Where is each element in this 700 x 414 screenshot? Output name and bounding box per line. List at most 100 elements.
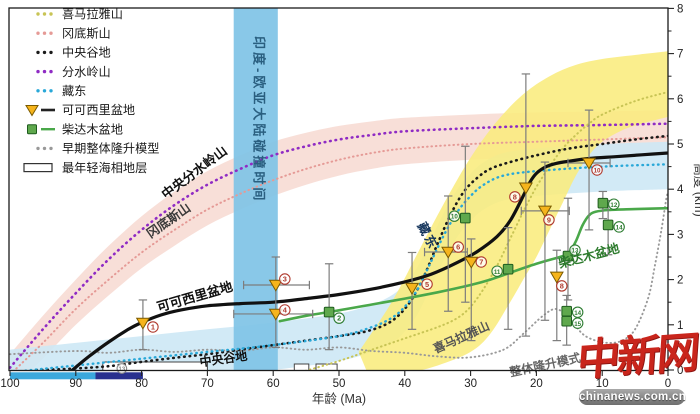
svg-text:3: 3	[283, 275, 287, 284]
dotted-line-swatch	[36, 146, 40, 151]
y-tick-label: 8	[677, 3, 683, 15]
x-tick-label: 30	[464, 378, 477, 390]
legend-item-label: 藏东	[62, 84, 86, 98]
y-tick-label: 3	[677, 229, 683, 241]
x-tick-label: 20	[530, 378, 543, 390]
legend-item-label: 早期整体隆升模型	[62, 141, 160, 156]
qaidam-square-marker	[561, 315, 573, 327]
himalaya-band	[358, 51, 668, 371]
dotted-line-swatch	[36, 50, 40, 55]
hoh-xil-triangle-marker	[537, 205, 553, 218]
svg-text:14: 14	[616, 225, 623, 232]
legend-item-label: 最年轻海相地层	[62, 160, 147, 175]
legend-item-early-uplift-model: 早期整体隆升模型	[36, 141, 160, 156]
hoh-xil-triangle-marker	[518, 182, 533, 195]
qaidam-square-marker	[323, 306, 335, 318]
svg-text:5: 5	[425, 280, 429, 289]
qaidam-line	[278, 206, 668, 323]
chinanews-logo: 中新网	[575, 328, 699, 386]
hoh-xil-triangle-marker	[441, 246, 456, 259]
legend-item-marine-strata: 最年轻海相地层	[23, 160, 147, 175]
legend-item-label: 喜马拉雅山	[62, 6, 123, 21]
qaidam-curve-label: 柴达木盆地	[556, 240, 622, 271]
x-tick-label: 60	[267, 378, 280, 390]
ref-number-badge: 13	[569, 244, 581, 256]
svg-text:4: 4	[283, 306, 288, 315]
x-tick-label: 90	[69, 378, 82, 390]
ref-number-badge: 11	[491, 265, 503, 277]
y-tick-label: 1	[677, 320, 683, 332]
x-tick-label: 50	[333, 378, 346, 390]
ref-number-badge: 10	[591, 164, 603, 176]
legend-item-qaidam: 柴达木盆地	[27, 122, 123, 136]
legend-item-label: 冈底斯山	[62, 25, 111, 40]
ref-number-badge: 9	[543, 214, 555, 226]
ref-number-badge: 14	[613, 221, 625, 233]
svg-text:9: 9	[547, 215, 551, 224]
marine-strata-box	[293, 363, 310, 371]
ref-number-badge: 7	[475, 256, 488, 268]
dotted-line-swatch	[42, 146, 47, 151]
svg-text:10: 10	[594, 168, 601, 175]
dotted-line-swatch	[42, 89, 47, 93]
central-valley-line	[35, 134, 668, 371]
hoh-xil-triangle-marker	[549, 271, 564, 284]
triangle-marker-icon	[25, 105, 39, 117]
qaidam-square-marker	[502, 263, 514, 275]
qaidam-square-marker	[460, 212, 471, 224]
dotted-line-swatch	[49, 31, 53, 35]
svg-text:1: 1	[151, 323, 155, 332]
hoh-xil-triangle-marker	[464, 256, 479, 269]
ref-number-badge: 12	[608, 198, 620, 210]
dotted-line-swatch	[49, 89, 53, 93]
ref-number-badge: 10	[448, 210, 461, 222]
ref-number-badge: 5	[421, 278, 433, 290]
legend-item-label: 分水岭山	[62, 65, 111, 79]
ref-number-badge: 8	[509, 191, 521, 203]
svg-text:6: 6	[456, 243, 460, 252]
y-tick-label: 5	[677, 139, 683, 151]
hoh-xil-triangle-marker	[268, 279, 283, 292]
gangdese-line	[12, 136, 668, 371]
y-tick-label: 6	[677, 94, 683, 106]
svg-text:8: 8	[560, 281, 564, 290]
model-curve-label: 整体隆升模式	[507, 350, 582, 380]
legend-item-label: 中央谷地	[62, 45, 111, 60]
model-line	[9, 190, 668, 359]
legend-item-label: 可可西里盆地	[62, 103, 135, 117]
qaidam-square-marker	[562, 250, 574, 262]
dotted-line-swatch	[42, 69, 47, 74]
ref-number-badge: 1	[147, 321, 159, 333]
y-axis-title: 高度 (km)	[692, 163, 700, 216]
y-tick-label: 4	[677, 184, 684, 196]
x-tick-label: 10	[596, 378, 609, 390]
hoh-xil-curve-label: 可可西里盆地	[155, 279, 234, 315]
qaidam-square-marker	[597, 197, 609, 209]
ref-number-badge: 3	[279, 273, 291, 285]
dotted-line-swatch	[42, 50, 47, 55]
dotted-line-swatch	[49, 12, 53, 16]
hoh-xil-triangle-marker	[135, 317, 150, 330]
dotted-line-swatch	[36, 69, 40, 74]
east-tibet-line	[10, 163, 668, 371]
svg-text:14: 14	[574, 310, 581, 317]
legend-item-gangdese: 冈底斯山	[36, 25, 111, 40]
ref-number-badge: 6	[452, 241, 464, 253]
dotted-line-swatch	[42, 31, 47, 35]
hoh-xil-triangle-marker	[581, 157, 597, 170]
svg-text:12: 12	[610, 202, 617, 209]
y-tick-label: 7	[677, 49, 683, 61]
ref-number-badge: 2	[333, 312, 345, 324]
central-valley-curve-label: 中央谷地	[199, 348, 249, 370]
base-timeline-bar	[10, 372, 96, 380]
y-tick-label: 0	[677, 365, 683, 377]
legend-item-central-valley: 中央谷地	[36, 45, 111, 60]
collision-time-label: 印度-欧亚大陆碰撞时间	[252, 36, 267, 203]
x-tick-label: 40	[398, 378, 411, 390]
legend-item-hoh-xil: 可可西里盆地	[25, 103, 135, 117]
legend: 喜马拉雅山冈底斯山中央谷地分水岭山藏东可可西里盆地柴达木盆地早期整体隆升模型最年…	[23, 6, 160, 175]
svg-text:15: 15	[574, 321, 581, 328]
